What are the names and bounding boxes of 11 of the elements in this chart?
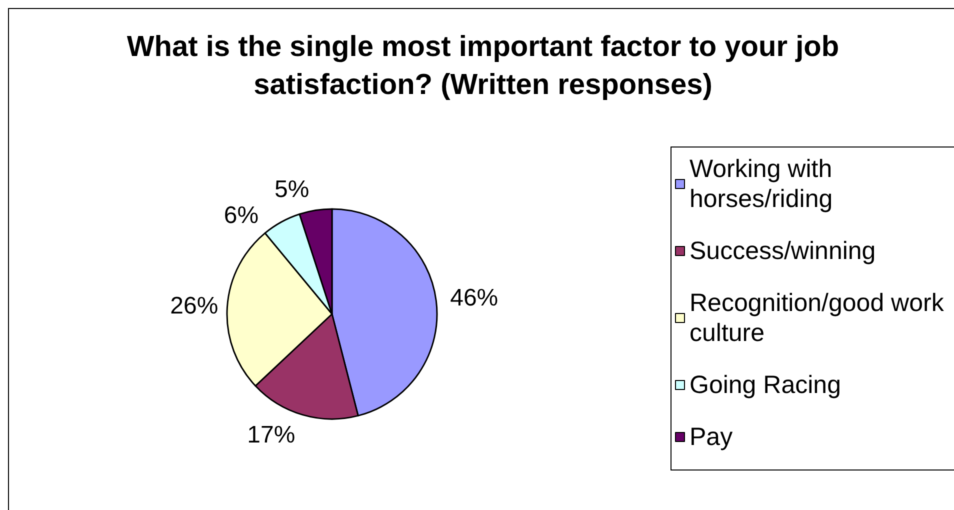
chart-title: What is the single most important factor to your job satisfaction? (Written responses)	[126, 31, 840, 101]
legend-label: Success/winning	[690, 237, 876, 265]
legend-label: Pay	[690, 423, 734, 451]
data-label: 46%	[450, 284, 498, 312]
legend-label: Recognition/good work culture	[690, 289, 944, 347]
data-label: 5%	[274, 176, 310, 204]
data-label: 6%	[224, 202, 259, 230]
data-label: 26%	[170, 292, 218, 320]
legend-label: Working with horses/riding	[690, 155, 833, 213]
data-label: 17%	[247, 421, 296, 448]
legend-label: Going Racing	[690, 371, 841, 399]
